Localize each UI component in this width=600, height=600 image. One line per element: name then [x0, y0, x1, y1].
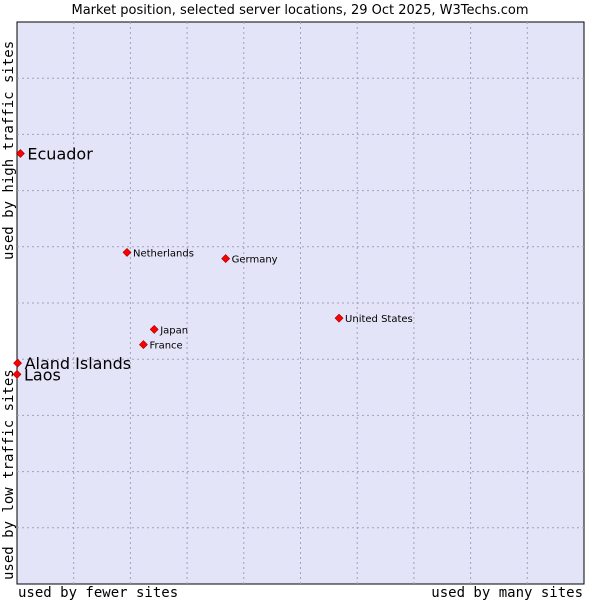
grid-lines: [17, 22, 584, 584]
x-axis-label-left: used by fewer sites: [18, 585, 178, 600]
label-united-states: United States: [345, 314, 413, 325]
y-axis-label-top: used by high traffic sites: [1, 41, 17, 260]
point-united-states: [334, 313, 344, 323]
point-ecuador: [15, 149, 25, 158]
chart-title: Market position, selected server locatio…: [71, 3, 528, 18]
y-axis-label-bottom: used by low traffic sites: [1, 369, 17, 580]
label-aland-islands: Aland Islands: [25, 354, 132, 373]
point-germany: [221, 254, 231, 264]
point-france: [139, 340, 148, 350]
point-japan: [149, 324, 159, 334]
label-netherlands: Netherlands: [133, 248, 194, 259]
label-laos: Laos: [24, 365, 61, 384]
label-germany: Germany: [232, 255, 278, 266]
point-netherlands: [122, 247, 132, 257]
point-laos: [12, 369, 22, 379]
point-aland-islands: [13, 358, 22, 368]
label-japan: Japan: [159, 325, 188, 336]
label-france: France: [149, 341, 182, 352]
x-axis-label-right: used by many sites: [431, 585, 583, 600]
label-ecuador: Ecuador: [27, 145, 93, 164]
data-points: Ecuador Netherlands Germany United States Ja…: [12, 145, 413, 384]
